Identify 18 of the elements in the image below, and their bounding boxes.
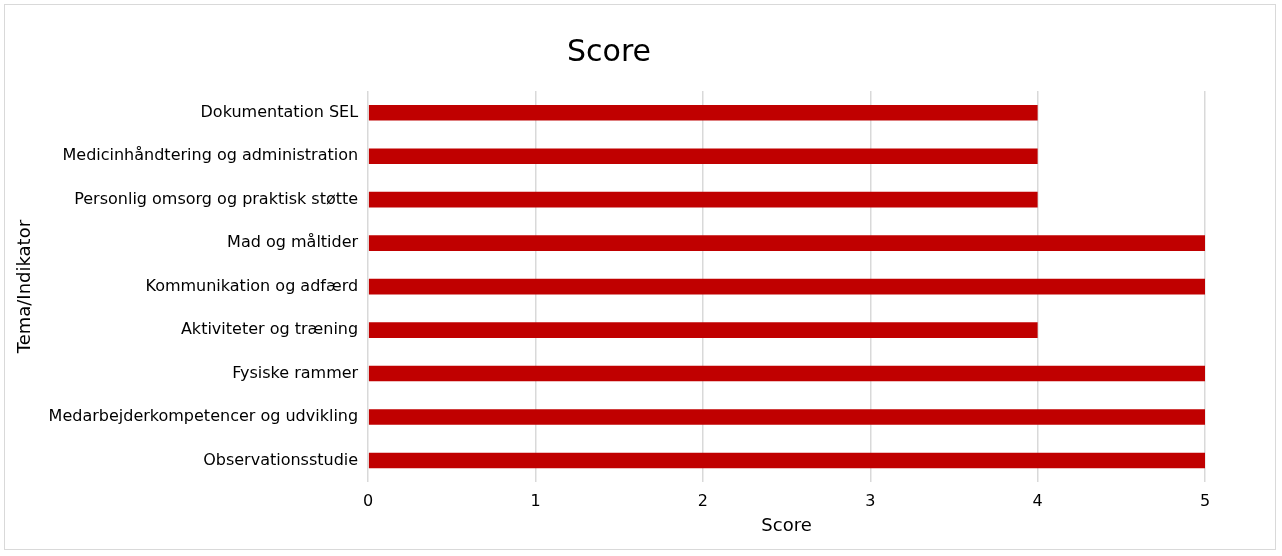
x-tick-label: 4	[1032, 490, 1043, 510]
y-tick-label: Medarbejderkompetencer og udvikling	[48, 406, 359, 426]
y-tick-label: Kommunikation og adfærd	[145, 275, 359, 295]
x-tick-label: 0	[363, 490, 374, 510]
y-tick-label: Fysiske rammer	[232, 362, 359, 382]
y-tick-label: Mad og måltider	[227, 232, 359, 252]
x-tick-label: 3	[865, 490, 876, 510]
y-tick-label: Medicinhåndtering og administration	[62, 145, 359, 165]
y-axis-title: Tema/Indikator	[13, 219, 35, 355]
chart-title: Score	[566, 32, 652, 68]
x-axis-title: Score	[761, 513, 812, 535]
x-tick-label: 2	[697, 490, 708, 510]
y-tick-label: Dokumentation SEL	[200, 101, 359, 121]
y-tick-label: Personlig omsorg og praktisk støtte	[74, 188, 359, 208]
y-tick-label: Aktiviteter og træning	[180, 319, 359, 339]
x-tick-label: 1	[530, 490, 541, 510]
y-tick-label: Observationsstudie	[203, 449, 359, 469]
x-tick-label: 5	[1199, 490, 1211, 510]
